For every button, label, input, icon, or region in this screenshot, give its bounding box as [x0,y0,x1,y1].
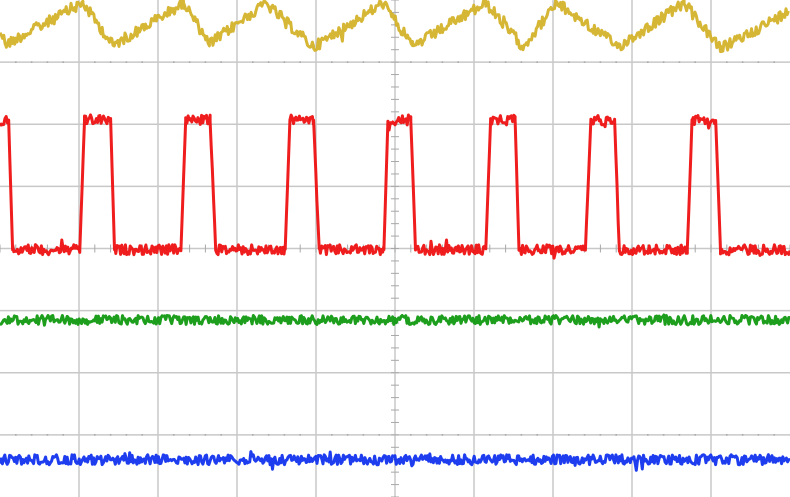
grid-dot [299,434,301,436]
grid-dot [536,61,538,63]
grid-dot [362,434,365,436]
grid-dot [568,434,570,436]
grid-dot [757,61,760,63]
grid-dot [94,61,96,63]
grid-dot [204,434,207,436]
grid-dot [441,434,444,436]
trace-ch3 [0,313,790,329]
trace-ch2 [0,113,790,260]
grid-dot [647,434,649,436]
grid-dot [109,434,112,436]
grid-dot [15,61,17,63]
grid-dot [741,61,744,63]
grid-dot [536,434,538,436]
grid-dot [773,434,775,436]
grid-dot [757,434,760,436]
trace-ch1 [0,0,790,54]
grid-dot [410,61,412,63]
grid-dot [568,61,570,63]
grid-dot [204,61,207,63]
grid-dot [489,434,491,436]
grid-dot [362,61,365,63]
grid-dot [188,61,191,63]
grid-dot [331,434,333,436]
grid-dot [173,61,175,63]
grid-dot [125,434,128,436]
grid-dot [741,434,744,436]
grid-dot [378,61,380,63]
grid-dot [15,434,17,436]
grid-dot [109,61,112,63]
grid-dot [694,434,696,436]
grid-dot [599,61,602,63]
grid-dot [520,61,523,63]
grid-dot [267,434,270,436]
grid-dot [46,61,49,63]
grid-dot [615,61,617,63]
trace-ch4 [0,450,790,472]
grid-dot [678,434,681,436]
grid-dot [615,434,617,436]
grid-dot [220,434,222,436]
grid-dot [662,434,665,436]
grid-dot [662,61,665,63]
grid-dot [62,61,64,63]
grid-dot [678,61,681,63]
grid-dot [30,434,33,436]
grid-dot [410,434,412,436]
grid-dot [188,434,191,436]
grid-dot [283,61,286,63]
grid-dot [583,61,586,63]
grid-dot [346,434,349,436]
grid-dot [283,434,286,436]
grid-dot [773,61,775,63]
grid-dot [504,61,507,63]
grid-dot [599,434,602,436]
grid-dot [141,434,143,436]
grid-dot [30,61,33,63]
grid-dot [173,434,175,436]
grid-dot [378,434,380,436]
grid-dot [299,61,301,63]
grid-dot [425,434,428,436]
grid-dot [125,61,128,63]
grid-dot [520,434,523,436]
grid-dot [94,434,96,436]
grid-dot [46,434,49,436]
trace-layer [0,0,790,472]
grid-dot [726,61,728,63]
grid-dot [252,434,254,436]
grid-dot [694,61,696,63]
grid-dot [425,61,428,63]
grid-dot [252,61,254,63]
grid-dot [489,61,491,63]
grid-dot [267,61,270,63]
grid-dot [583,434,586,436]
grid-dot [141,61,143,63]
grid-dot [346,61,349,63]
grid-dot [62,434,64,436]
grid-dot [457,61,459,63]
grid-dot [331,61,333,63]
grid-dot [220,61,222,63]
grid-dot [457,434,459,436]
grid-dot [647,61,649,63]
grid-dot [441,61,444,63]
grid-dot [726,434,728,436]
grid-dot [504,434,507,436]
